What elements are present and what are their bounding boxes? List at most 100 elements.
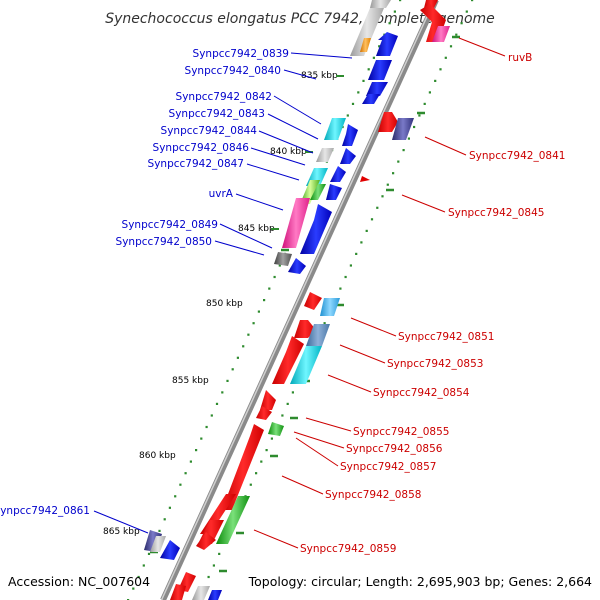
gene-arrow[interactable] (170, 584, 186, 600)
scale-dot (339, 287, 342, 290)
gene-label[interactable]: Synpcc7942_0851 (398, 331, 494, 343)
gene-arrow[interactable] (272, 336, 304, 384)
gene-arrow[interactable] (294, 320, 316, 338)
scale-dot (207, 575, 210, 579)
gene-label[interactable]: Synpcc7942_0858 (325, 489, 421, 501)
gene-label[interactable]: Synpcc7942_0844 (161, 125, 258, 137)
gene-label[interactable]: Synpcc7942_0853 (387, 358, 483, 370)
gene-arrow[interactable] (282, 198, 310, 248)
gene-arrow[interactable] (368, 60, 392, 80)
gene-arrow[interactable] (196, 532, 216, 550)
gene-arrow[interactable] (432, 26, 450, 42)
leader-lines-right (253, 37, 506, 549)
scale-dot (465, 10, 468, 13)
gene-label[interactable]: Synpcc7942_0850 (116, 236, 212, 248)
gene-label[interactable]: Synpcc7942_0861 (0, 505, 90, 517)
scale-dot (184, 472, 187, 475)
gene-arrow[interactable] (362, 94, 380, 104)
gene-arrow[interactable] (268, 422, 284, 436)
scale-dot (444, 56, 447, 59)
gene-label[interactable]: Synpcc7942_0839 (193, 48, 289, 60)
scale-dot (147, 552, 151, 555)
gene-label[interactable]: Synpcc7942_0842 (176, 91, 272, 103)
gene-arrow[interactable] (288, 258, 306, 274)
gene-arrow[interactable] (350, 8, 384, 56)
scale-dot (247, 333, 250, 336)
gene-label[interactable]: Synpcc7942_0841 (469, 150, 565, 162)
scale-dot (200, 437, 203, 440)
gene-arrow[interactable] (260, 390, 276, 410)
gene-arrow[interactable] (192, 586, 210, 600)
gene-label[interactable]: Synpcc7942_0847 (148, 158, 244, 170)
gene-arrow[interactable] (256, 406, 272, 420)
gene-arrow[interactable] (274, 252, 292, 266)
scale-dot (270, 437, 273, 440)
gene-arrow[interactable] (360, 38, 371, 52)
gene-arrow[interactable] (392, 118, 414, 140)
scale-dot (215, 402, 219, 405)
gene-labels-left: Synpcc7942_0839 Synpcc7942_0840 Synpcc79… (0, 48, 289, 517)
genome-title: Synechococcus elongatus PCC 7942, comple… (105, 11, 495, 27)
gene-arrow[interactable] (216, 496, 250, 544)
scale-dot (428, 91, 431, 94)
scale-dot (142, 564, 145, 567)
gene-label[interactable]: Synpcc7942_0849 (122, 219, 218, 231)
gene-arrow[interactable] (330, 166, 346, 182)
gene-label[interactable]: Synpcc7942_0857 (340, 461, 436, 473)
scale-dot (168, 506, 171, 509)
scale-dot (137, 575, 140, 579)
scale-dot (163, 518, 166, 521)
scale-dot (365, 229, 368, 232)
scale-dot (349, 264, 352, 267)
gene-arrow[interactable] (370, 0, 391, 8)
leader-lines-left (93, 52, 353, 534)
gene-arrow[interactable] (304, 292, 322, 310)
gene-arrow[interactable] (290, 346, 322, 384)
gene-arrow[interactable] (366, 82, 388, 96)
gene-label[interactable]: Synpcc7942_0846 (153, 142, 250, 154)
scale-dot (286, 402, 289, 405)
scale-dot (418, 114, 421, 117)
gene-arrow[interactable] (376, 32, 398, 56)
scale-dot (372, 56, 375, 59)
gene-label[interactable]: uvrA (209, 188, 234, 200)
gene-label[interactable]: Synpcc7942_0843 (169, 108, 265, 120)
gene-arrow[interactable] (150, 536, 166, 552)
genes (144, 0, 450, 600)
scale-dot (449, 45, 453, 48)
scale-dot (362, 79, 365, 82)
scale-dot (257, 310, 260, 313)
gene-arrow[interactable] (378, 112, 398, 132)
scale-dot (439, 68, 442, 71)
gene-arrow[interactable] (360, 176, 370, 182)
scale-dot (413, 125, 416, 129)
scale-dot (407, 137, 410, 140)
gene-arrow[interactable] (324, 118, 346, 140)
scale-dot (242, 345, 245, 348)
scale-dot (397, 160, 400, 163)
gene-arrow[interactable] (300, 204, 332, 254)
gene-arrow[interactable] (222, 424, 264, 510)
gene-label[interactable]: Synpcc7942_0845 (448, 207, 544, 219)
gene-arrow[interactable] (160, 540, 180, 560)
gene-label[interactable]: Synpcc7942_0854 (373, 387, 470, 399)
gene-arrow[interactable] (342, 124, 358, 146)
gene-label[interactable]: Synpcc7942_0840 (185, 65, 281, 77)
gene-label[interactable]: Synpcc7942_0855 (353, 426, 449, 438)
gene-label[interactable]: Synpcc7942_0856 (346, 443, 443, 455)
gene-label[interactable]: ruvB (508, 52, 532, 64)
scale-dot (174, 495, 177, 498)
gene-arrow[interactable] (340, 148, 356, 164)
gene-arrow[interactable] (316, 148, 334, 162)
gene-label[interactable]: Synpcc7942_0859 (300, 543, 396, 555)
scale-dot (195, 449, 198, 452)
gene-arrow[interactable] (310, 184, 326, 200)
kbp-tick-label: 845 kbp (238, 224, 275, 234)
gene-arrow[interactable] (208, 590, 222, 600)
scale-dot (268, 287, 271, 290)
gene-arrow[interactable] (326, 184, 342, 200)
scale-dot (236, 356, 239, 359)
gene-arrow[interactable] (306, 324, 330, 346)
gene-arrow[interactable] (320, 298, 340, 316)
